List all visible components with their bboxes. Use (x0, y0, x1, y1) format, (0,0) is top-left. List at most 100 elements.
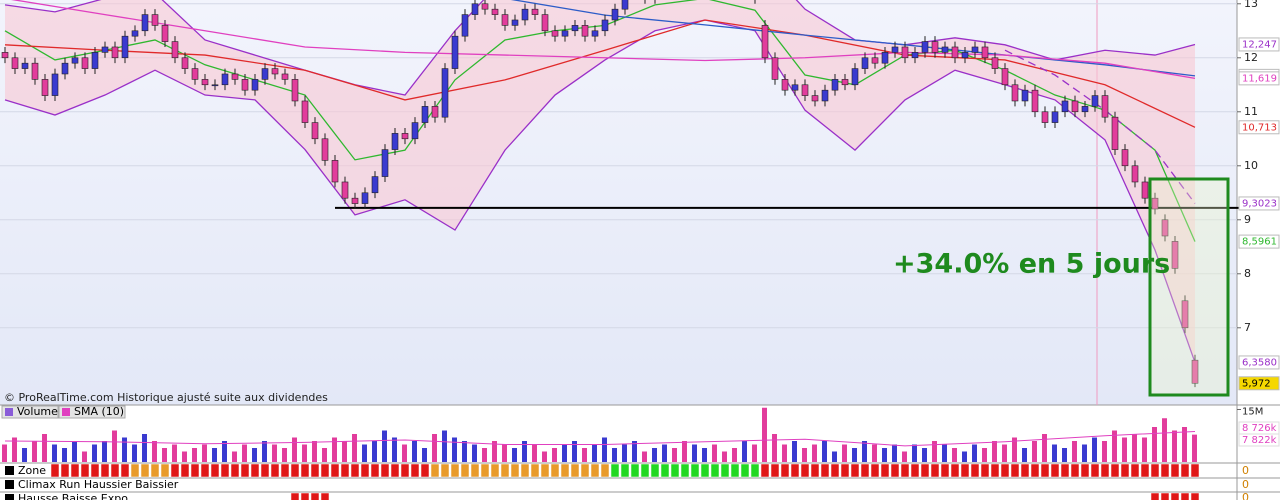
volume-bar (722, 451, 727, 462)
volume-bar (312, 441, 317, 462)
state-bar (920, 463, 930, 478)
volume-bar (652, 448, 657, 462)
y-tick-label: 13 (1244, 0, 1258, 10)
candle-body (1041, 111, 1049, 123)
candle-body (1161, 219, 1169, 237)
candle-body (51, 73, 59, 96)
state-bar (1130, 463, 1140, 478)
volume-bar (542, 451, 547, 462)
volume-bar (202, 444, 207, 462)
state-bar (160, 463, 170, 478)
state-bar (360, 463, 370, 478)
volume-bar (52, 444, 57, 462)
state-bar (380, 463, 390, 478)
candle-body (1171, 241, 1179, 269)
volume-bar (142, 434, 147, 462)
candle-body (551, 30, 559, 37)
volume-bar (172, 444, 177, 462)
state-bar (1060, 463, 1070, 478)
state-bar (860, 463, 870, 478)
highlight-box (1148, 177, 1230, 397)
candle-body (991, 57, 999, 69)
candle-body (431, 106, 439, 118)
volume-bar (842, 444, 847, 462)
legend-swatch (62, 408, 70, 416)
panel-value: 0 (1242, 478, 1249, 491)
state-bar (780, 463, 790, 478)
volume-bar (622, 444, 627, 462)
panel-title: Zone (18, 464, 46, 477)
candle-body (261, 68, 269, 80)
volume-bar (1152, 427, 1157, 462)
volume-bar (392, 437, 397, 462)
state-bar (570, 463, 580, 478)
volume-bar (322, 448, 327, 462)
volume-bar (112, 430, 117, 462)
state-bar (810, 463, 820, 478)
state-bar (490, 463, 500, 478)
volume-bar (232, 451, 237, 462)
state-bar (330, 463, 340, 478)
volume-bar (872, 444, 877, 462)
volume-bar (302, 444, 307, 462)
state-bar (450, 463, 460, 478)
state-bar (170, 463, 180, 478)
volume-bar (832, 451, 837, 462)
state-bar (960, 463, 970, 478)
annotation: +34.0% en 5 jours (893, 249, 1170, 280)
state-bar (760, 463, 770, 478)
legend-box (1, 405, 59, 419)
volume-bar (952, 448, 957, 462)
state-bar (1120, 463, 1130, 478)
volume-bar (1032, 441, 1037, 462)
candle-body (871, 57, 879, 64)
volume-bar (512, 448, 517, 462)
state-bar (1150, 463, 1160, 478)
candle-body (831, 79, 839, 91)
volume-bar (252, 448, 257, 462)
price-tag (1238, 71, 1280, 86)
price-tag-label: 10,713 (1242, 122, 1277, 133)
state-bar (1160, 492, 1170, 500)
volume-tag-label: 7 822k (1242, 435, 1277, 446)
volume-bar (152, 441, 157, 462)
candle-body (1071, 100, 1079, 113)
candle-body (391, 133, 399, 150)
volume-bar (1172, 430, 1177, 462)
candle-body (941, 46, 949, 53)
state-bar (100, 463, 110, 478)
state-bar (970, 463, 980, 478)
volume-bar (272, 444, 277, 462)
candle-body (411, 122, 419, 140)
candle-body (141, 14, 149, 32)
volume-bar (642, 451, 647, 462)
candle-body (231, 73, 239, 80)
volume-bar (782, 444, 787, 462)
volume-bar (1192, 434, 1197, 462)
state-bar (340, 463, 350, 478)
state-bar (650, 463, 660, 478)
state-bar (990, 463, 1000, 478)
volume-bar (422, 448, 427, 462)
candle-body (1001, 68, 1009, 86)
candle-body (331, 160, 339, 183)
candle-body (481, 3, 489, 10)
state-bar (1090, 463, 1100, 478)
volume-bar (222, 441, 227, 462)
volume-bar (852, 448, 857, 462)
state-bar (400, 463, 410, 478)
candle-body (101, 46, 109, 53)
state-bar (1020, 463, 1030, 478)
candle-body (521, 8, 529, 21)
volume-bar (1132, 434, 1137, 462)
candle-body (1081, 106, 1089, 113)
volume-bar (1122, 437, 1127, 462)
volume-bar (732, 448, 737, 462)
candle-body (251, 79, 259, 91)
volume-bar (352, 434, 357, 462)
volume-bar (682, 441, 687, 462)
legend-box (58, 405, 126, 419)
state-bar (390, 463, 400, 478)
panel-title: Hausse Baisse Expo (18, 492, 128, 500)
state-bar (900, 463, 910, 478)
